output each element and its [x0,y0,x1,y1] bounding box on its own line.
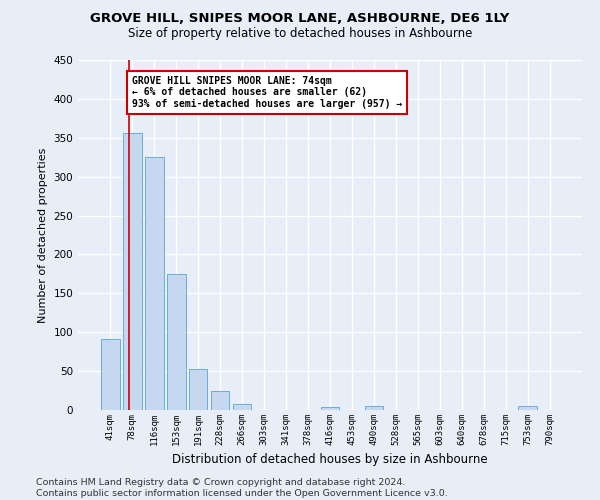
Text: GROVE HILL, SNIPES MOOR LANE, ASHBOURNE, DE6 1LY: GROVE HILL, SNIPES MOOR LANE, ASHBOURNE,… [91,12,509,26]
Bar [167,274,185,410]
X-axis label: Distribution of detached houses by size in Ashbourne: Distribution of detached houses by size … [172,454,488,466]
Bar [320,407,340,410]
Bar [189,369,208,410]
Bar [365,406,383,410]
Bar [211,390,229,410]
Y-axis label: Number of detached properties: Number of detached properties [38,148,48,322]
Bar [233,404,251,410]
Text: Size of property relative to detached houses in Ashbourne: Size of property relative to detached ho… [128,28,472,40]
Bar [101,339,119,410]
Bar [145,157,164,410]
Text: Contains HM Land Registry data © Crown copyright and database right 2024.
Contai: Contains HM Land Registry data © Crown c… [36,478,448,498]
Bar [123,133,142,410]
Bar [518,406,537,410]
Text: GROVE HILL SNIPES MOOR LANE: 74sqm
← 6% of detached houses are smaller (62)
93% : GROVE HILL SNIPES MOOR LANE: 74sqm ← 6% … [132,76,402,109]
